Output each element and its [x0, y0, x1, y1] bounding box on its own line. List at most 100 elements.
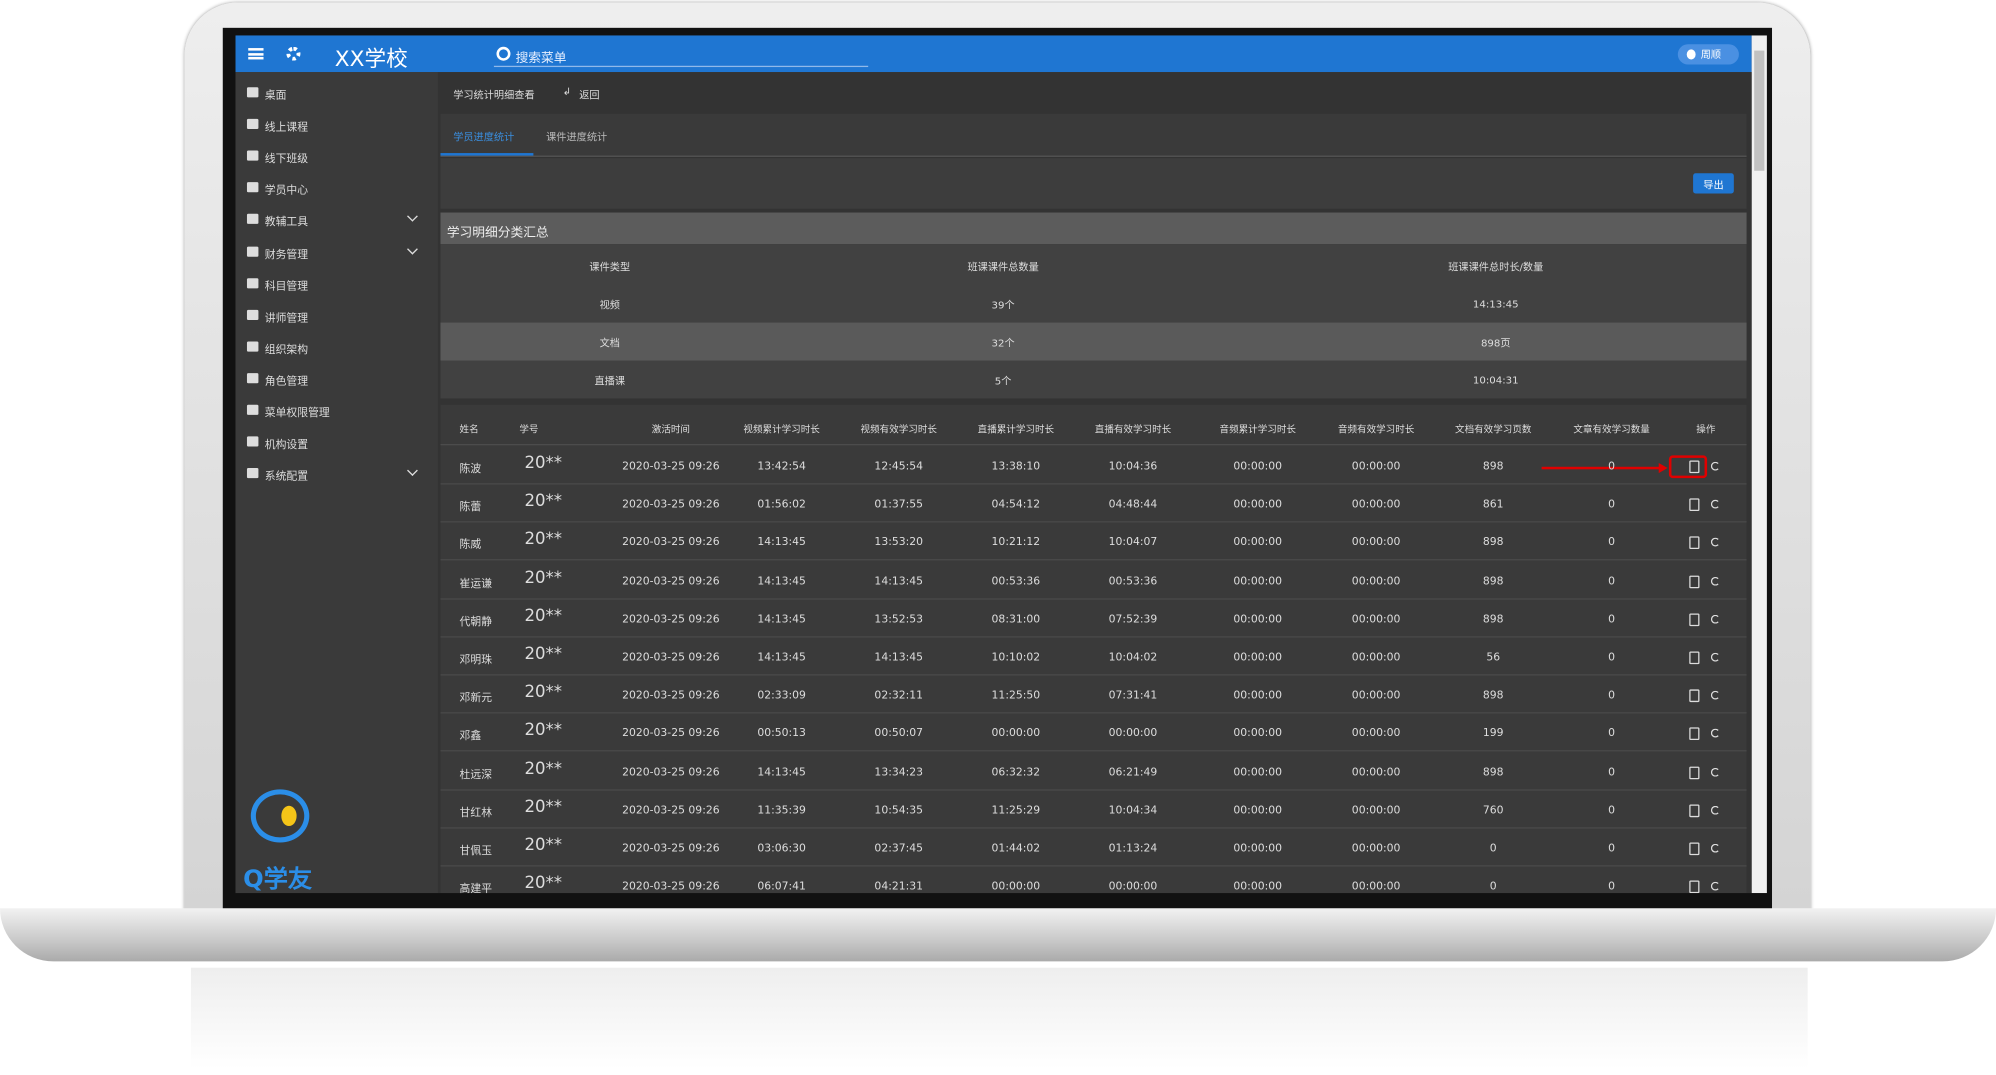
reset-icon[interactable] — [1710, 690, 1720, 700]
table-cell: 02:37:45 — [874, 842, 924, 856]
menu-icon — [246, 309, 259, 320]
view-icon[interactable] — [1689, 689, 1700, 703]
menu-item[interactable]: 线上课程 — [264, 121, 309, 135]
view-icon[interactable] — [1689, 651, 1700, 665]
menu-item[interactable]: 讲师管理 — [264, 312, 309, 325]
table-cell: 14:13:45 — [757, 536, 806, 550]
view-icon[interactable] — [1689, 804, 1700, 817]
menu-icon — [246, 87, 259, 98]
table-cell: 00:00:00 — [1233, 689, 1283, 703]
table-cell: 00:50:07 — [874, 727, 924, 741]
table-cell: 10:04:07 — [1108, 536, 1158, 550]
menu-icon[interactable] — [248, 48, 264, 60]
table-cell: 0 — [1608, 880, 1616, 894]
table-cell: 20** — [524, 797, 563, 817]
table-cell: 199 — [1482, 727, 1504, 741]
table-cell: 898 — [1482, 613, 1504, 626]
table-cell: 10:04:36 — [1108, 460, 1158, 474]
menu-item[interactable]: 组织架构 — [264, 343, 309, 357]
table-cell: 0 — [1489, 880, 1497, 894]
reset-icon[interactable] — [1710, 881, 1720, 891]
table-cell: 00:00:00 — [1233, 651, 1283, 665]
table-cell: 0 — [1608, 575, 1616, 588]
reset-icon[interactable] — [1710, 729, 1720, 738]
table-cell: 0 — [1608, 766, 1616, 779]
export-button[interactable]: 导出 — [1693, 173, 1734, 194]
table-cell: 2020-03-25 09:26 — [622, 651, 720, 665]
user-button[interactable]: 周顺 — [1677, 44, 1739, 65]
menu-item[interactable]: 机构设置 — [264, 439, 309, 452]
reset-icon[interactable] — [1710, 461, 1720, 471]
reset-icon[interactable] — [1710, 614, 1720, 624]
reset-icon[interactable] — [1710, 767, 1720, 777]
table-cell: 20** — [524, 530, 563, 550]
settings-icon[interactable] — [286, 46, 301, 61]
menu-item[interactable]: 教辅工具 — [264, 216, 309, 230]
table-header: 文章有效学习数量 — [1573, 423, 1650, 436]
table-cell: 13:34:23 — [874, 766, 924, 779]
table-cell: 陈波 — [459, 462, 482, 476]
view-icon[interactable] — [1689, 727, 1700, 741]
back-link[interactable]: 返回 — [579, 89, 600, 102]
menu-item[interactable]: 线下班级 — [264, 153, 309, 166]
view-icon[interactable] — [1689, 766, 1700, 779]
table-header: 学号 — [519, 423, 539, 436]
summary-title: 学习明细分类汇总 — [446, 226, 549, 241]
table-cell: 14:13:45 — [757, 766, 806, 779]
table-cell: 00:00:00 — [1351, 689, 1401, 703]
row-divider — [440, 483, 1747, 485]
reset-icon[interactable] — [1710, 576, 1720, 586]
table-cell: 07:31:41 — [1108, 689, 1158, 703]
menu-item[interactable]: 菜单权限管理 — [264, 407, 330, 420]
table-cell: 14:13:45 — [757, 651, 806, 665]
user-name: 周顺 — [1700, 49, 1722, 61]
summary-cell: 直播课 — [594, 375, 626, 388]
sidebar — [235, 72, 438, 894]
table-cell: 0 — [1608, 842, 1616, 856]
table-cell: 00:00:00 — [1233, 460, 1283, 474]
table-cell: 13:53:20 — [874, 536, 924, 550]
search-box[interactable]: 搜索菜单 — [493, 43, 869, 68]
breadcrumb-title: 学习统计明细查看 — [453, 89, 535, 102]
menu-item[interactable]: 科目管理 — [264, 280, 309, 293]
table-header: 视频累计学习时长 — [743, 423, 820, 436]
menu-icon — [246, 150, 259, 161]
view-icon[interactable] — [1689, 613, 1700, 626]
table-cell: 04:48:44 — [1108, 498, 1158, 512]
view-icon[interactable] — [1689, 498, 1700, 512]
tab[interactable]: 学员进度统计 — [453, 131, 515, 143]
reset-icon[interactable] — [1710, 652, 1720, 662]
summary-cell: 10:04:31 — [1472, 374, 1519, 386]
table-cell: 10:21:12 — [991, 536, 1041, 550]
table-cell: 56 — [1486, 651, 1501, 665]
table-cell: 甘红林 — [459, 806, 493, 820]
table-header: 操作 — [1696, 423, 1716, 436]
reset-icon[interactable] — [1710, 499, 1720, 509]
view-icon[interactable] — [1689, 880, 1700, 894]
table-cell: 2020-03-25 09:26 — [622, 689, 720, 703]
view-icon[interactable] — [1689, 842, 1700, 856]
table-cell: 0 — [1608, 651, 1616, 665]
view-icon[interactable] — [1689, 536, 1700, 550]
menu-icon — [246, 119, 259, 130]
summary-cell: 14:13:45 — [1472, 298, 1519, 310]
menu-item[interactable]: 角色管理 — [264, 375, 309, 389]
view-icon[interactable] — [1689, 460, 1700, 474]
table-cell: 04:54:12 — [991, 498, 1041, 512]
view-icon[interactable] — [1689, 575, 1700, 588]
table-cell: 10:54:35 — [874, 804, 924, 817]
table-cell: 01:37:55 — [874, 498, 924, 512]
tab[interactable]: 课件进度统计 — [546, 131, 608, 143]
menu-item[interactable]: 系统配置 — [264, 470, 309, 484]
table-cell: 00:50:13 — [757, 727, 806, 741]
menu-item[interactable]: 学员中心 — [264, 185, 309, 198]
menu-icon — [246, 341, 259, 352]
menu-item[interactable]: 桌面 — [264, 89, 287, 103]
reset-icon[interactable] — [1710, 843, 1720, 853]
reset-icon[interactable] — [1710, 538, 1720, 547]
table-cell: 01:13:24 — [1108, 842, 1158, 856]
reset-icon[interactable] — [1710, 805, 1720, 815]
menu-item[interactable]: 财务管理 — [264, 248, 309, 262]
table-cell: 00:00:00 — [1351, 575, 1401, 588]
table-cell: 2020-03-25 09:26 — [622, 575, 720, 588]
